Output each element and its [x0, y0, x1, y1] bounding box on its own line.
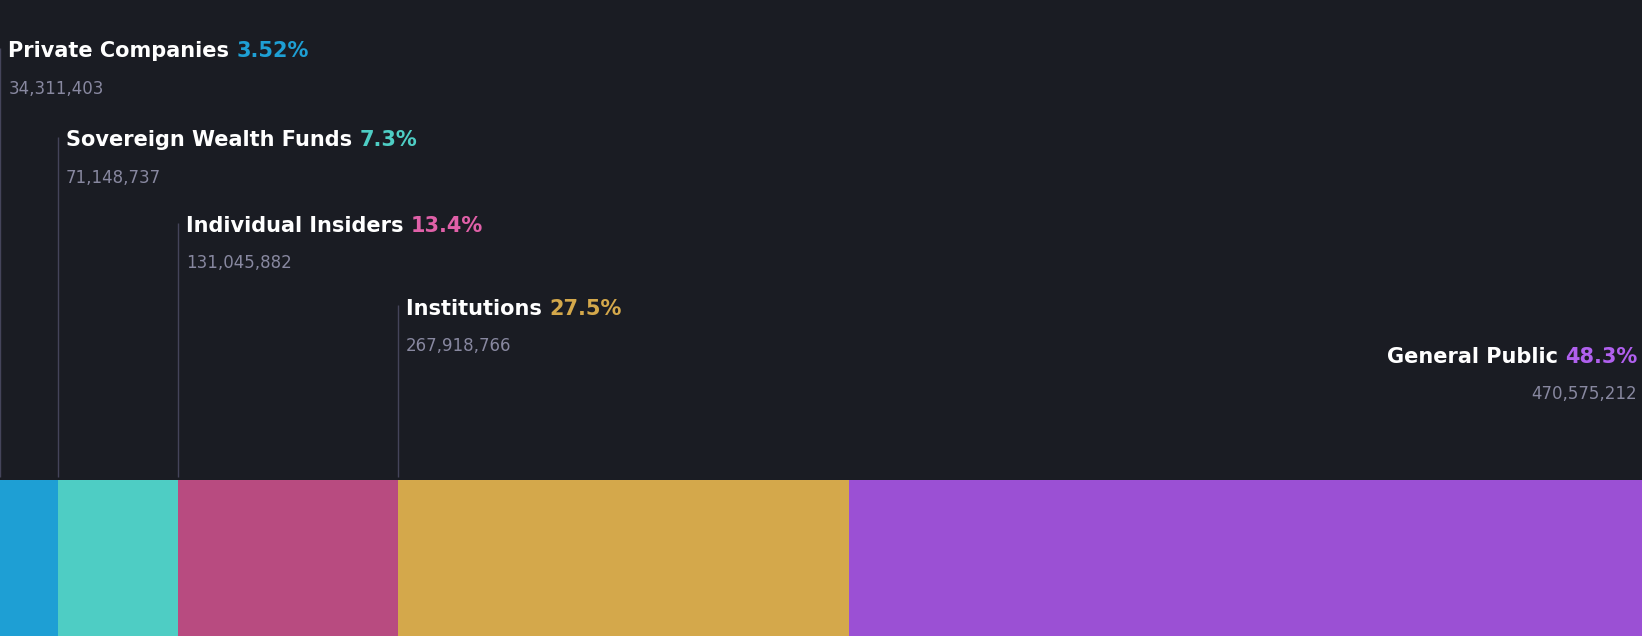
Text: 27.5%: 27.5%: [548, 299, 621, 319]
Text: Individual Insiders: Individual Insiders: [186, 216, 410, 236]
Text: 7.3%: 7.3%: [360, 130, 417, 150]
Text: 267,918,766: 267,918,766: [406, 337, 511, 355]
Text: Sovereign Wealth Funds: Sovereign Wealth Funds: [66, 130, 360, 150]
Text: Institutions: Institutions: [406, 299, 548, 319]
Text: 470,575,212: 470,575,212: [1532, 385, 1637, 403]
Text: 131,045,882: 131,045,882: [186, 254, 292, 272]
Bar: [397, 480, 849, 636]
Text: 34,311,403: 34,311,403: [8, 80, 103, 97]
Text: Private Companies: Private Companies: [8, 41, 236, 61]
Bar: [0, 480, 57, 636]
Text: General Public: General Public: [1386, 347, 1565, 366]
Text: 3.52%: 3.52%: [236, 41, 309, 61]
Bar: [57, 480, 177, 636]
Bar: [177, 480, 397, 636]
Text: 71,148,737: 71,148,737: [66, 169, 161, 186]
Bar: [849, 480, 1642, 636]
Text: 13.4%: 13.4%: [410, 216, 483, 236]
Text: 48.3%: 48.3%: [1565, 347, 1637, 366]
